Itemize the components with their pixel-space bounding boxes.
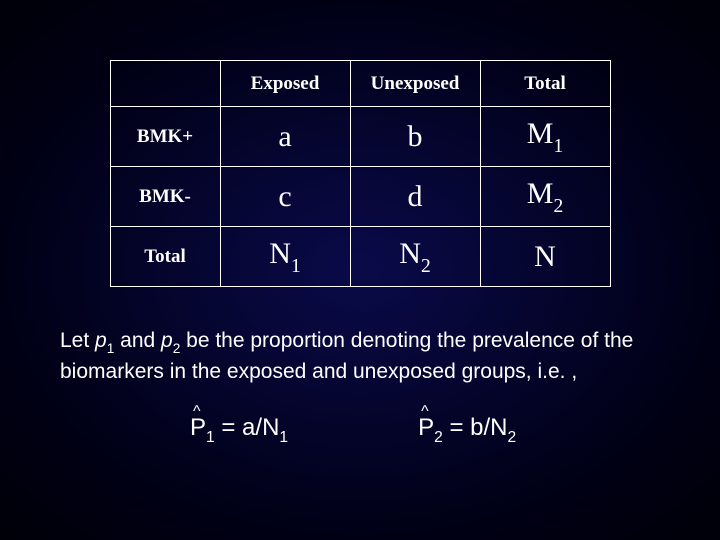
table-header-row: Exposed Unexposed Total: [110, 61, 610, 107]
table-row: BMK+ a b M1: [110, 107, 610, 167]
formula-p1-rhs-sub: 1: [279, 429, 288, 446]
cell-n2-base: N: [399, 237, 421, 270]
body-p2-sub: 2: [173, 341, 181, 356]
cell-m1-base: M: [527, 117, 554, 150]
body-p2-base: p: [161, 329, 173, 352]
table-row: Total N1 N2 N: [110, 227, 610, 287]
cell-n2: N2: [350, 227, 480, 287]
formula-row: ^P1 = a/N1 ^P2 = b/N2: [50, 414, 670, 446]
cell-n1-base: N: [269, 237, 291, 270]
formula-p2: ^P2 = b/N2: [418, 414, 516, 446]
body-paragraph: Let p1 and p2 be the proportion denoting…: [50, 327, 670, 386]
formula-p2-sub: 2: [434, 429, 443, 446]
cell-m2-base: M: [527, 177, 554, 210]
cell-c: c: [220, 167, 350, 227]
cell-d: d: [350, 167, 480, 227]
header-unexposed: Unexposed: [350, 61, 480, 107]
table-corner-cell: [110, 61, 220, 107]
cell-m2-sub: 2: [553, 196, 563, 217]
formula-p1-eq: = a/N: [215, 414, 280, 441]
cell-n: N: [480, 227, 610, 287]
body-p1-sub: 1: [107, 341, 115, 356]
formula-p1-sub: 1: [206, 429, 215, 446]
row-label-bmk-pos: BMK+: [110, 107, 220, 167]
body-mid1: and: [114, 329, 161, 352]
table-row: BMK- c d M2: [110, 167, 610, 227]
contingency-table: Exposed Unexposed Total BMK+ a b M1 BMK-…: [110, 60, 611, 287]
header-total: Total: [480, 61, 610, 107]
slide-root: Exposed Unexposed Total BMK+ a b M1 BMK-…: [0, 0, 720, 540]
row-label-total: Total: [110, 227, 220, 287]
cell-m2: M2: [480, 167, 610, 227]
cell-a: a: [220, 107, 350, 167]
cell-m1: M1: [480, 107, 610, 167]
cell-b: b: [350, 107, 480, 167]
formula-p1: ^P1 = a/N1: [190, 414, 288, 446]
cell-n1-sub: 1: [291, 256, 301, 277]
row-label-bmk-neg: BMK-: [110, 167, 220, 227]
formula-p1-hat: ^: [193, 404, 201, 420]
formula-p2-hat: ^: [421, 404, 429, 420]
cell-n1: N1: [220, 227, 350, 287]
body-pre1: Let: [60, 329, 95, 352]
header-exposed: Exposed: [220, 61, 350, 107]
cell-n2-sub: 2: [421, 256, 431, 277]
formula-p2-eq: = b/N: [443, 414, 508, 441]
contingency-table-wrap: Exposed Unexposed Total BMK+ a b M1 BMK-…: [50, 60, 670, 287]
cell-m1-sub: 1: [553, 136, 563, 157]
body-p1-base: p: [95, 329, 107, 352]
formula-p2-rhs-sub: 2: [508, 429, 517, 446]
